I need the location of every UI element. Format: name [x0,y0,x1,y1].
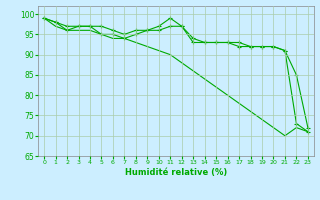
X-axis label: Humidité relative (%): Humidité relative (%) [125,168,227,177]
